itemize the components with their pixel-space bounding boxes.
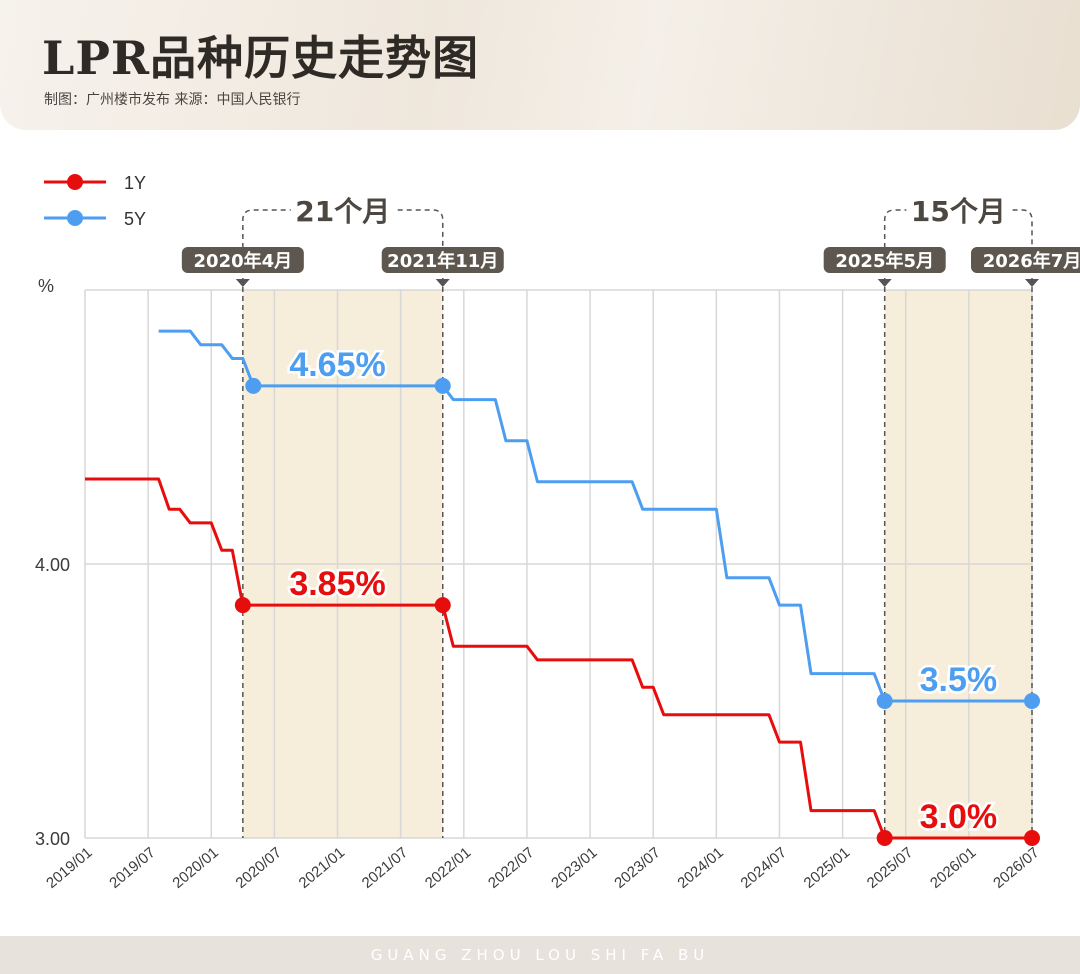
x-tick-label: 2022/07 <box>485 844 537 892</box>
legend-swatch-dot <box>67 174 83 190</box>
date-callout-box <box>181 247 304 273</box>
pointer-triangle <box>235 279 250 287</box>
y-tick-label: 4.00 <box>35 555 70 575</box>
x-tick-label: 2023/07 <box>611 844 663 892</box>
pointer-triangle <box>877 279 892 287</box>
x-tick-label: 2023/01 <box>548 844 600 892</box>
duration-bracket <box>883 209 1033 248</box>
x-tick-label: 2022/01 <box>422 844 474 892</box>
y-axis-unit: % <box>38 276 54 296</box>
data-point-1Y <box>1024 830 1040 846</box>
data-point-5Y <box>876 693 893 709</box>
x-tick-label: 2025/07 <box>864 844 916 892</box>
header-banner: LPR品种历史走势图 制图：广州楼市发布 来源：中国人民银行 <box>0 0 1080 130</box>
duration-label-bg <box>290 194 395 226</box>
x-tick-label: 2021/07 <box>359 844 411 892</box>
value-annotation: 3.85% <box>289 565 385 603</box>
duration-label: 21个月 <box>295 195 390 228</box>
x-tick-label: 2026/07 <box>990 844 1042 892</box>
x-tick-label: 2020/07 <box>232 844 284 892</box>
series-line-5Y <box>158 329 1032 703</box>
data-point-1Y <box>434 597 451 614</box>
pointer-triangle <box>435 279 450 287</box>
x-tick-label: 2025/01 <box>801 844 853 892</box>
duration-bracket <box>242 209 444 248</box>
date-callout-label: 2021年11月 <box>387 250 498 272</box>
x-tick-label: 2024/07 <box>738 844 790 892</box>
date-callout-box <box>823 247 946 273</box>
duration-label: 15个月 <box>911 195 1006 228</box>
y-tick-label: 3.00 <box>35 829 70 849</box>
data-point-1Y <box>876 830 893 846</box>
x-tick-label: 2020/01 <box>169 844 221 892</box>
footer-bar: GUANG ZHOU LOU SHI FA BU <box>0 936 1080 974</box>
date-callout-label: 2025年5月 <box>835 250 934 272</box>
x-tick-label: 2019/01 <box>43 844 95 892</box>
date-callout-box <box>381 247 504 273</box>
value-annotation: 3.5% <box>920 661 998 699</box>
x-tick-label: 2026/01 <box>927 844 979 892</box>
page-title: LPR品种历史走势图 <box>42 31 480 85</box>
data-point-5Y <box>245 377 262 394</box>
pointer-triangle <box>1025 279 1039 287</box>
value-annotation: 3.0% <box>920 798 998 836</box>
x-tick-label: 2024/01 <box>674 844 726 892</box>
page-subtitle: 制图：广州楼市发布 来源：中国人民银行 <box>44 92 301 108</box>
date-callout-label: 2026年7月 <box>983 250 1080 272</box>
data-point-5Y <box>434 377 451 394</box>
footer-text: GUANG ZHOU LOU SHI FA BU <box>370 946 710 964</box>
series-line-1Y <box>85 477 1032 840</box>
data-point-1Y <box>234 597 251 614</box>
x-tick-label: 2019/07 <box>106 844 158 892</box>
date-callout-label: 2020年4月 <box>194 250 293 272</box>
legend-swatch-dot <box>67 210 83 226</box>
duration-label-bg <box>906 194 1011 226</box>
x-tick-label: 2021/01 <box>296 844 348 892</box>
date-callout-box <box>971 247 1080 273</box>
legend-label: 5Y <box>124 209 146 229</box>
data-point-5Y <box>1024 693 1040 709</box>
value-annotation: 4.65% <box>289 346 385 384</box>
legend-label: 1Y <box>124 173 146 193</box>
